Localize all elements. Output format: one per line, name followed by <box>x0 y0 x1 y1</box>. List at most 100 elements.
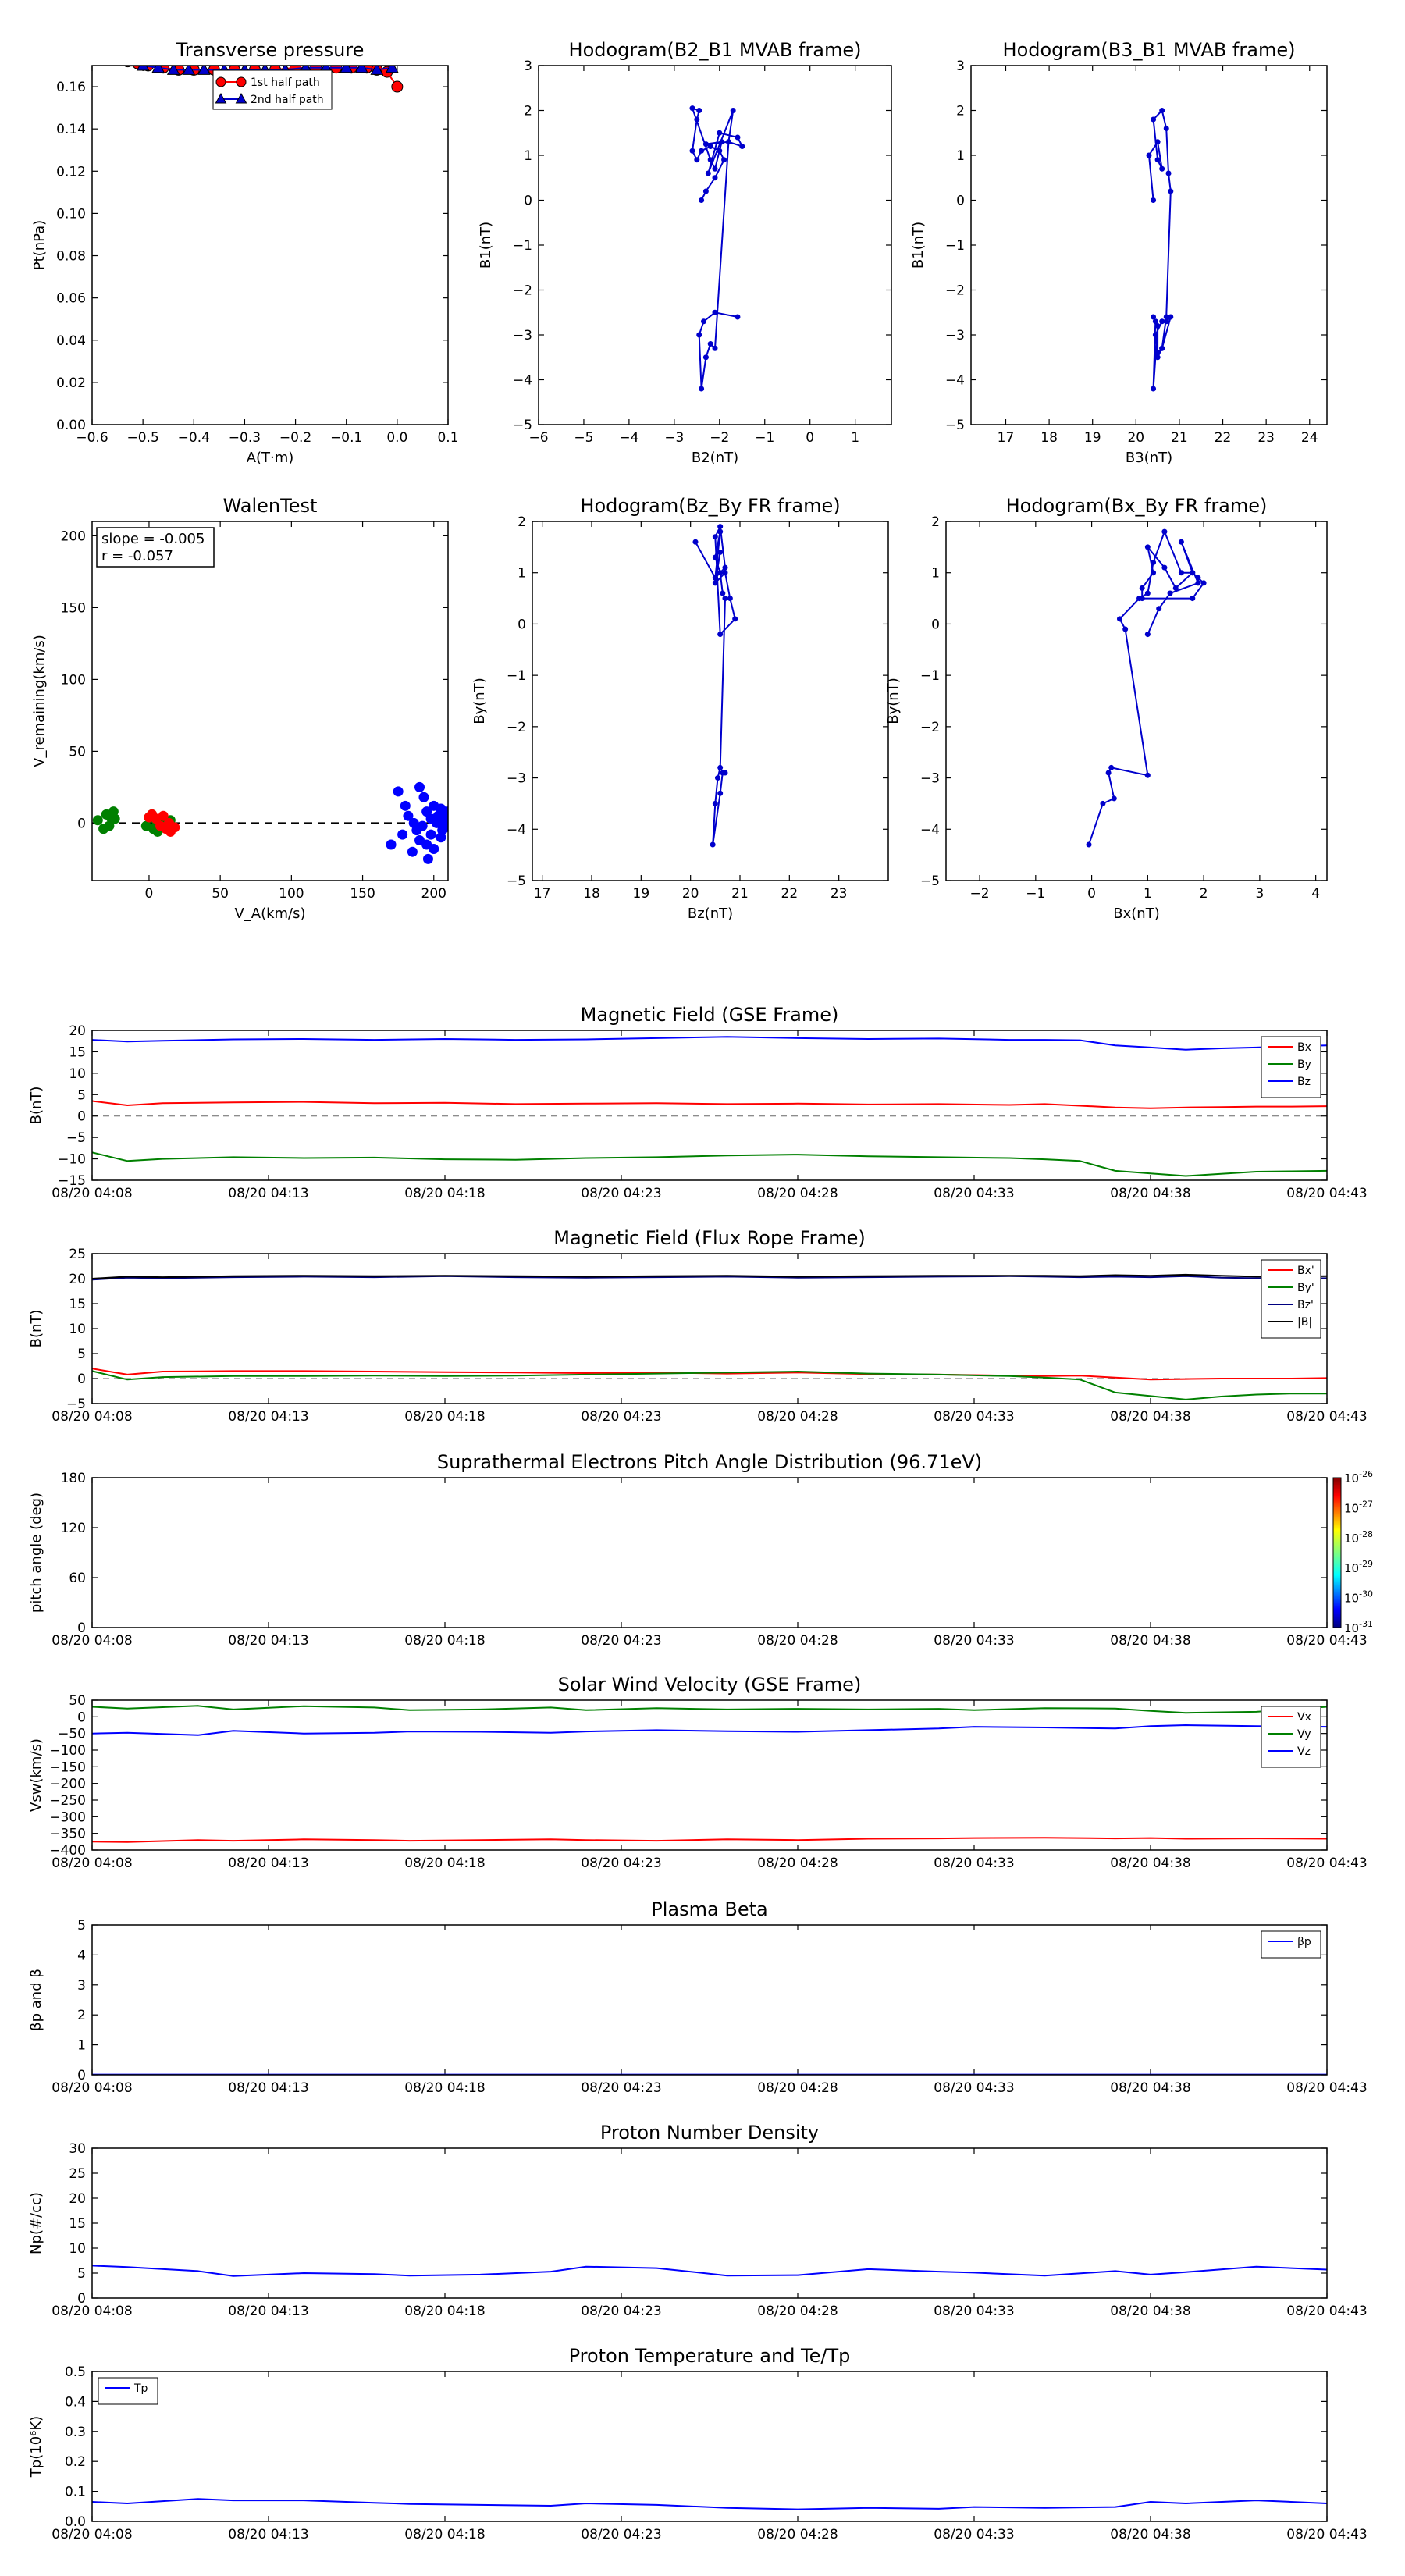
x-tick-label: 08/20 04:33 <box>934 1186 1014 1201</box>
y-tick-label: −4 <box>920 822 940 838</box>
y-tick-label: 0 <box>518 617 526 632</box>
data-point <box>354 66 368 73</box>
walen-point <box>417 820 428 831</box>
x-tick-label: 08/20 04:43 <box>1286 1186 1367 1201</box>
hodogram-point <box>1200 580 1207 586</box>
x-tick-label: 0.0 <box>386 430 407 446</box>
y-axis-label: pitch angle (deg) <box>28 1493 44 1613</box>
y-tick-label: −400 <box>49 1843 86 1859</box>
y-tick-label: 20 <box>69 2191 86 2207</box>
marks <box>692 524 738 848</box>
marks <box>92 781 448 864</box>
y-tick-label: 120 <box>61 1521 86 1536</box>
x-tick-label: 08/20 04:23 <box>581 1856 661 1871</box>
y-tick-label: 100 <box>61 672 86 688</box>
hodogram-point <box>1144 772 1151 778</box>
hodogram-point <box>712 580 718 586</box>
x-tick-label: 08/20 04:18 <box>404 2080 485 2096</box>
hodogram-point <box>1152 332 1158 338</box>
legend-box <box>1261 1930 1321 1959</box>
x-tick-label: 08/20 04:13 <box>228 1186 308 1201</box>
walen-point <box>92 815 103 826</box>
hodogram-point <box>712 175 718 181</box>
hodogram-point <box>1195 575 1201 581</box>
plot-frame <box>532 521 889 881</box>
y-tick-label: 0.16 <box>56 80 86 95</box>
legend-label: Bz <box>1297 1076 1311 1088</box>
y-axis-label: Vsw(km/s) <box>28 1738 44 1812</box>
chart-title: Suprathermal Electrons Pitch Angle Distr… <box>437 1451 982 1473</box>
plot-frame <box>538 65 892 425</box>
y-tick-label: 5 <box>77 1347 86 1362</box>
y-tick-label: 2 <box>518 514 526 530</box>
y-tick-label: 3 <box>524 59 532 74</box>
y-tick-label: 0.2 <box>65 2454 86 2470</box>
x-tick-label: 08/20 04:08 <box>52 1409 132 1425</box>
hodogram-point <box>1086 841 1092 848</box>
hodogram-point <box>1111 795 1117 802</box>
x-tick-label: 08/20 04:38 <box>1110 2304 1190 2319</box>
marks <box>1146 108 1174 392</box>
chart-4: Hodogram(Bz_By FR frame)17 18 19 20 21 22 23−5… <box>471 495 889 922</box>
data-point <box>386 66 399 73</box>
marks <box>92 1705 1327 1843</box>
y-tick-label: −5 <box>920 873 940 889</box>
hodogram-point <box>707 144 713 149</box>
legend-label: 2nd half path <box>251 94 324 106</box>
legend-label: By' <box>1297 1282 1314 1294</box>
x-axis-label: B3(nT) <box>1126 450 1172 466</box>
x-tick-label: 08/20 04:13 <box>228 1409 308 1425</box>
y-tick-label: −2 <box>920 720 940 735</box>
series-line <box>92 1368 1327 1381</box>
y-tick-label: −15 <box>58 1173 86 1189</box>
y-tick-label: 15 <box>69 2216 86 2232</box>
hodogram-point <box>712 534 718 540</box>
chart-title: Hodogram(Bx_By FR frame) <box>1006 495 1268 517</box>
hodogram-point <box>1154 139 1161 145</box>
y-tick-label: 15 <box>69 1297 86 1312</box>
hodogram-point <box>699 148 705 154</box>
x-tick-label: 08/20 04:08 <box>52 1186 132 1201</box>
y-tick-label: 0.06 <box>56 291 86 307</box>
hodogram-point <box>1100 800 1106 806</box>
x-tick-label: 08/20 04:13 <box>228 2527 308 2542</box>
hodogram-point <box>722 770 728 776</box>
y-tick-label: 0 <box>77 1372 86 1387</box>
x-tick-label: 22 <box>1215 430 1232 446</box>
x-tick-label: 08/20 04:13 <box>228 2080 308 2096</box>
hodogram-point <box>1154 157 1161 163</box>
y-tick-label: 1 <box>518 566 526 582</box>
y-tick-label: 2 <box>931 514 940 530</box>
hodogram-point <box>721 157 727 163</box>
x-tick-label: 0 <box>1087 886 1096 902</box>
x-tick-label: 08/20 04:23 <box>581 1633 661 1649</box>
series-line <box>92 1036 1327 1051</box>
hodogram-point <box>1139 585 1145 591</box>
x-axis-label: A(T·m) <box>247 450 294 466</box>
walen-point <box>407 846 418 857</box>
colorbar <box>1332 1477 1342 1628</box>
x-tick-label: 08/20 04:33 <box>934 1856 1014 1871</box>
legend-label: Bz' <box>1297 1299 1314 1311</box>
chart-0: Transverse pressure −0.6 −0.5 −0.4 −0.3 −0.2 −… <box>31 39 459 466</box>
x-tick-label: 21 <box>1171 430 1188 446</box>
colorbar-base: 10 <box>1344 1621 1359 1635</box>
x-tick-label: −5 <box>574 430 593 446</box>
x-tick-label: 08/20 04:43 <box>1286 2527 1367 2542</box>
walen-point <box>104 820 115 831</box>
x-tick-label: 08/20 04:28 <box>757 2304 838 2319</box>
x-tick-label: 100 <box>279 886 304 902</box>
y-tick-label: −1 <box>945 238 965 254</box>
x-tick-label: 08/20 04:43 <box>1286 1633 1367 1649</box>
data-point <box>151 66 165 73</box>
y-tick-label: 0.10 <box>56 206 86 222</box>
hodogram-point <box>1161 528 1168 535</box>
annotation-text: r = -0.057 <box>101 548 173 564</box>
colorbar-base: 10 <box>1344 1592 1359 1606</box>
data-point <box>166 66 180 75</box>
x-tick-label: 22 <box>781 886 799 902</box>
marks <box>92 1036 1327 1177</box>
legend-marker <box>235 92 247 104</box>
colorbar-tick-label: 10-30 <box>1344 1589 1373 1606</box>
